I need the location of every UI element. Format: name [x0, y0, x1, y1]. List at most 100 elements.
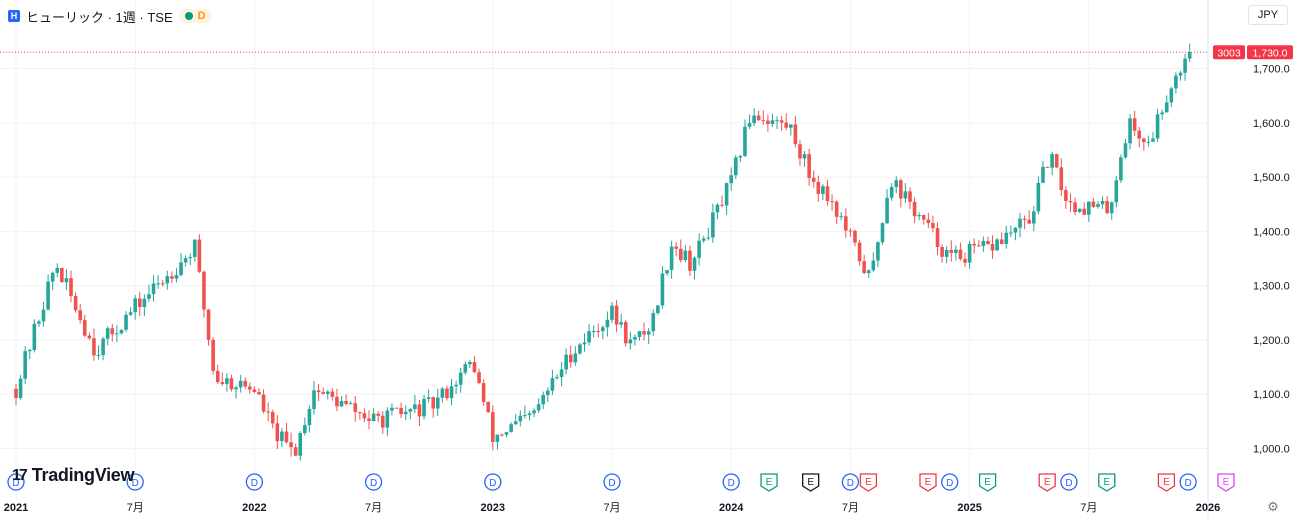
dividend-marker: D	[245, 473, 264, 491]
dividend-marker-letter: D	[728, 478, 735, 489]
candle-body	[523, 415, 527, 417]
gear-icon[interactable]: ⚙	[1267, 499, 1279, 514]
candle-body	[110, 328, 115, 335]
earnings-marker: E	[1098, 473, 1116, 492]
candle-body	[724, 183, 729, 206]
candle-body	[853, 230, 857, 243]
candle-body	[578, 344, 582, 354]
candle-body	[399, 407, 403, 415]
candle-body	[229, 378, 234, 390]
tradingview-brand[interactable]: 17 TradingView	[12, 465, 135, 486]
symbol-header[interactable]: H ヒューリック · 1週 · TSE D	[8, 6, 212, 26]
candle-body	[160, 283, 165, 285]
candle-body	[990, 243, 995, 251]
candle-body	[1128, 118, 1132, 144]
dividend-marker: D	[841, 473, 860, 491]
dividend-marker-letter: D	[132, 478, 139, 489]
candle-body	[46, 281, 50, 310]
brand-name: TradingView	[31, 465, 135, 485]
candle-body	[41, 309, 46, 322]
candle-body	[683, 250, 688, 261]
candle-body	[330, 391, 335, 397]
candle-body	[101, 338, 105, 355]
earnings-marker: E	[1217, 473, 1235, 492]
candle-body	[697, 240, 701, 258]
candle-body	[252, 389, 257, 393]
earnings-marker-shape	[760, 473, 778, 492]
candle-body	[825, 186, 830, 202]
candle-body	[215, 370, 220, 383]
y-tick-label: 1,200.0	[1253, 335, 1290, 347]
candle-body	[325, 391, 330, 394]
candle-body	[69, 278, 73, 297]
candle-body	[811, 177, 816, 182]
candle-body	[1013, 227, 1018, 233]
candle-body	[87, 335, 92, 339]
earnings-marker: E	[802, 473, 820, 492]
candle-body	[137, 298, 142, 308]
candle-body	[1068, 200, 1073, 203]
x-tick-label: 2024	[719, 502, 744, 514]
candle-body	[165, 276, 170, 284]
candle-body	[1100, 200, 1105, 205]
earnings-marker-letter: E	[1163, 477, 1170, 488]
market-status-badge[interactable]: D	[178, 9, 212, 23]
candle-body	[582, 342, 587, 345]
candle-body	[37, 321, 41, 324]
candle-body	[899, 180, 903, 199]
x-tick-label: 2025	[957, 502, 981, 514]
candle-body	[60, 267, 64, 283]
earnings-marker-shape	[802, 473, 820, 492]
candle-body	[435, 397, 440, 409]
candle-body	[188, 256, 193, 259]
candle-body	[770, 120, 775, 125]
last-price-label: 1,730.0	[1252, 47, 1287, 59]
candle-body	[674, 246, 678, 249]
candle-body	[348, 403, 353, 405]
candle-body	[174, 275, 179, 279]
candle-body	[417, 404, 422, 417]
candle-body	[532, 410, 536, 414]
x-tick-label: 2026	[1196, 502, 1220, 514]
candle-body	[711, 212, 715, 238]
candle-body	[403, 411, 408, 415]
earnings-marker: E	[978, 473, 997, 492]
candle-body	[871, 260, 876, 271]
currency-button[interactable]: JPY	[1248, 5, 1288, 25]
candle-body	[756, 115, 761, 121]
candle-body	[362, 413, 367, 419]
candle-body	[1073, 202, 1077, 213]
candle-body	[1132, 118, 1137, 131]
earnings-marker: E	[1038, 473, 1056, 492]
candle-body	[564, 354, 568, 370]
candle-body	[536, 404, 541, 411]
x-tick-label: 7月	[365, 502, 382, 514]
candle-body	[1169, 88, 1174, 103]
candle-body	[1151, 138, 1155, 142]
x-tick-label: 7月	[603, 502, 620, 514]
candle-body	[1142, 138, 1146, 142]
candle-body	[27, 350, 32, 352]
candle-body	[1146, 141, 1151, 143]
y-tick-label: 1,500.0	[1253, 172, 1290, 184]
candle-body	[495, 434, 500, 442]
candle-body	[986, 241, 990, 244]
candle-body	[885, 197, 889, 224]
candle-body	[220, 382, 225, 384]
earnings-marker-shape	[859, 473, 878, 492]
symbol-title: ヒューリック · 1週 · TSE	[26, 9, 173, 25]
candle-body	[816, 181, 821, 194]
candle-body	[917, 215, 921, 217]
candle-body	[995, 239, 999, 251]
candle-body	[559, 369, 564, 378]
candle-body	[14, 388, 18, 398]
dividend-marker-shape	[126, 473, 144, 491]
candle-body	[92, 338, 96, 356]
candle-body	[830, 201, 834, 203]
candle-body	[527, 413, 532, 416]
candle-body	[1027, 219, 1031, 224]
candle-body	[848, 230, 853, 232]
earnings-marker-letter: E	[766, 477, 773, 488]
candle-body	[596, 331, 601, 333]
